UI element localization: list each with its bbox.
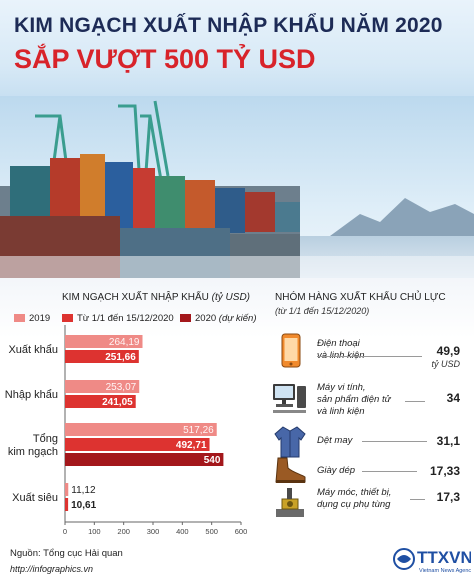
legend-label-italic: (dự kiến) — [218, 313, 257, 324]
product-value: 34 — [446, 391, 460, 405]
product-machinery: Máy móc, thiết bị, dụng cụ phụ tùng 17,3 — [270, 485, 470, 523]
data-label: 540 — [204, 455, 221, 466]
label-line: và linh kiện — [317, 406, 365, 417]
bar-chart: 0 100 200 300 400 500 600 264,19 251,66 Xuất khẩu… — [5, 325, 248, 536]
data-label: 517,26 — [183, 425, 214, 436]
title-line-1: KIM NGẠCH XUẤT NHẬP KHẨU NĂM 2020 — [14, 14, 443, 37]
bar-3-1 — [65, 498, 69, 511]
phone-icon — [270, 333, 310, 369]
data-label: 264,19 — [109, 337, 140, 348]
product-label: Dệt may — [317, 435, 352, 447]
legend-swatch — [14, 314, 25, 322]
divider — [362, 471, 417, 472]
legend-swatch — [62, 314, 73, 322]
category-label: Xuất khẩu — [8, 344, 58, 356]
logo-subtext: Vietnam News Agency — [419, 568, 471, 574]
shoe-icon — [270, 452, 310, 488]
title-line-2: SẮP VƯỢT 500 TỶ USD — [14, 44, 316, 74]
x-tick-label: 400 — [176, 527, 189, 536]
logo-text: TTXVN — [417, 548, 471, 567]
legend-swatch — [180, 314, 191, 322]
divider — [362, 441, 427, 442]
x-tick-label: 500 — [205, 527, 218, 536]
product-footwear: Giày dép 17,33 — [270, 452, 470, 488]
product-value: 17,3 — [436, 490, 460, 504]
panel-title: NHÓM HÀNG XUẤT KHẨU CHỦ LỰC — [275, 292, 446, 303]
data-label: 253,07 — [106, 382, 137, 393]
x-tick-label: 300 — [147, 527, 160, 536]
divider — [317, 356, 422, 357]
legend-label: 2019 — [29, 313, 51, 324]
category-label: Tổng — [33, 433, 58, 445]
website-link[interactable]: http://infographics.vn — [10, 564, 94, 574]
divider — [410, 499, 425, 500]
bar-1-1 — [65, 395, 136, 408]
product-label: Điện thoại và linh kiện — [317, 338, 365, 362]
label-line: Máy móc, thiết bị, — [317, 487, 392, 498]
bar-1-0 — [65, 380, 140, 393]
category-label: Xuất siêu — [12, 492, 58, 504]
machine-icon — [270, 485, 310, 521]
legend-label: 2020 — [195, 313, 217, 324]
x-tick-label: 100 — [88, 527, 101, 536]
computer-icon — [270, 380, 310, 416]
product-phones: Điện thoại và linh kiện 49,9 tỷ USD — [270, 333, 470, 373]
bar-0-0 — [65, 335, 143, 348]
legend-item-2020-forecast: 2020 (dự kiến) — [180, 313, 256, 324]
product-label: Máy móc, thiết bị, dụng cụ phụ tùng — [317, 487, 391, 511]
x-tick-label: 200 — [117, 527, 130, 536]
bar-2-1 — [65, 438, 210, 451]
chart-title-text: KIM NGẠCH XUẤT NHẬP KHẨU — [62, 292, 209, 303]
label-line: Giày dép — [317, 465, 356, 476]
chart-title: KIM NGẠCH XUẤT NHẬP KHẨU (tỷ USD) — [62, 292, 250, 303]
bar-2-0 — [65, 423, 217, 436]
category-label: Nhập khẩu — [5, 389, 58, 401]
legend-item-2019: 2019 — [14, 313, 50, 324]
label-line: sản phẩm điện tử — [317, 394, 391, 405]
x-tick-label: 600 — [235, 527, 248, 536]
product-value: 17,33 — [429, 464, 460, 478]
chart-unit: (tỷ USD) — [211, 292, 251, 303]
label-line: dụng cụ phụ tùng — [317, 499, 391, 510]
bar-2-2 — [65, 453, 224, 466]
legend-item-2020-to-date: Từ 1/1 đến 15/12/2020 — [62, 313, 174, 324]
ttxvn-logo: TTXVN Vietnam News Agency — [393, 543, 474, 575]
label-line: Điện thoại — [317, 338, 360, 349]
panel-subtitle: (từ 1/1 đến 15/12/2020) — [275, 306, 370, 316]
legend-label: Từ 1/1 đến 15/12/2020 — [77, 313, 174, 324]
product-label: Máy vi tính, sản phẩm điện tử và linh ki… — [317, 382, 391, 418]
product-value: 49,9 — [436, 344, 460, 358]
product-unit: tỷ USD — [431, 359, 460, 369]
product-textiles: Dệt may 31,1 — [270, 424, 470, 460]
product-label: Giày dép — [317, 465, 355, 477]
bar-0-1 — [65, 350, 139, 363]
product-computers: Máy vi tính, sản phẩm điện tử và linh ki… — [270, 380, 470, 422]
label-line: Dệt may — [317, 435, 353, 446]
x-tick-label: 0 — [63, 527, 67, 536]
label-line: và linh kiện — [317, 350, 365, 361]
product-value: 31,1 — [436, 434, 460, 448]
data-label: 10,61 — [71, 500, 96, 511]
data-label: 11,12 — [71, 485, 96, 496]
category-label: kim ngạch — [8, 446, 58, 458]
divider — [405, 401, 425, 402]
data-label: 251,66 — [105, 352, 136, 363]
port-photo — [0, 96, 474, 286]
data-label: 241,05 — [102, 397, 133, 408]
label-line: Máy vi tính, — [317, 382, 366, 393]
source-note: Nguồn: Tổng cục Hải quan — [10, 548, 123, 559]
bar-3-0 — [65, 483, 69, 496]
data-label: 492,71 — [176, 440, 207, 451]
jacket-icon — [270, 424, 310, 460]
